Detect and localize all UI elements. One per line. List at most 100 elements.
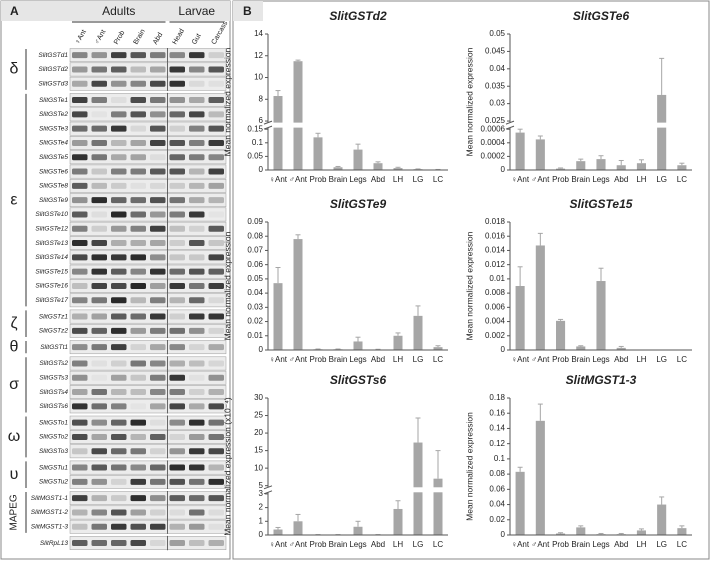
gel-band (111, 139, 127, 146)
gel-band (150, 297, 166, 304)
gel-band (91, 154, 107, 161)
x-tick-label: ♂Ant (531, 355, 550, 364)
gel-band (130, 268, 146, 275)
bar (353, 341, 363, 350)
bar (636, 163, 646, 170)
gel-band (150, 360, 166, 367)
gel-band (130, 197, 146, 204)
gel-band (111, 297, 127, 304)
x-tick-label: LG (413, 355, 424, 364)
gel-band (189, 360, 205, 367)
gel-band (208, 433, 224, 440)
gel-band (72, 125, 88, 132)
gel-band (189, 344, 205, 351)
gel-band (111, 211, 127, 218)
y-tick-label: 0.006 (485, 302, 506, 311)
gel-band (169, 495, 185, 502)
gel-band (111, 327, 127, 334)
bar (515, 471, 525, 535)
gel-band (169, 464, 185, 471)
bar (273, 96, 283, 170)
gel-band (150, 80, 166, 87)
bar (373, 163, 383, 170)
gel-band (208, 52, 224, 59)
gel-row (69, 48, 227, 63)
bar (576, 346, 586, 350)
bar (677, 165, 687, 170)
y-tick-label: 0 (501, 530, 506, 539)
y-axis-label: Mean normalized expression (222, 231, 232, 340)
gel-band (111, 52, 127, 59)
bar (313, 137, 323, 170)
panel-label: B (243, 4, 252, 18)
gel-band (111, 478, 127, 485)
y-axis-label: Mean normalized expression (464, 47, 474, 156)
gel-band (208, 80, 224, 87)
gel-band (150, 254, 166, 261)
y-tick-label: 0.14 (489, 424, 505, 433)
gel-band (130, 344, 146, 351)
gel-band (91, 111, 107, 118)
group-label: Adults (102, 4, 135, 18)
gel-band (189, 225, 205, 232)
gel-row (69, 399, 227, 414)
gel-band (208, 254, 224, 261)
x-tick-label: Abd (371, 355, 385, 364)
gene-label: SlitGSTt1 (40, 344, 68, 351)
gel-band (111, 448, 127, 455)
y-tick-label: 0 (259, 345, 264, 354)
gel-band (91, 240, 107, 247)
y-tick-label: 0.16 (489, 408, 505, 417)
x-tick-label: ♀Ant (269, 540, 288, 549)
gel-row (69, 250, 227, 265)
x-tick-label: Brain (571, 540, 590, 549)
gel-band (169, 403, 185, 410)
y-tick-label: 0.1 (252, 138, 264, 147)
gene-label: SlitGSTo1 (39, 419, 68, 426)
gel-band (130, 182, 146, 189)
gel-band (169, 478, 185, 485)
gel-band (189, 313, 205, 320)
gene-label: SlitGSTo3 (39, 448, 68, 455)
gel-band (91, 282, 107, 289)
x-tick-label: Brain (329, 175, 348, 184)
gel-row (69, 430, 227, 444)
gel-band (111, 240, 127, 247)
gel-band (169, 211, 185, 218)
gene-label: SlitMGST1-2 (31, 509, 69, 516)
x-tick-label: ♀Ant (269, 355, 288, 364)
y-tick-label: 0 (501, 165, 506, 174)
x-tick-label: ♂Ant (531, 540, 550, 549)
gel-band (169, 360, 185, 367)
chart-title: SlitGSTs6 (330, 373, 387, 387)
x-tick-label: Legs (349, 540, 366, 549)
x-tick-label: LH (636, 540, 646, 549)
gel-band (169, 125, 185, 132)
gel-band (111, 268, 127, 275)
gel-row (69, 107, 227, 122)
gel-band (91, 225, 107, 232)
x-tick-label: LH (393, 540, 403, 549)
class-symbol: ω (8, 428, 21, 445)
gel-band (91, 509, 107, 516)
x-tick-label: Legs (592, 355, 609, 364)
bar (333, 167, 343, 170)
y-tick-label: 5 (259, 481, 264, 490)
y-tick-label: 0.002 (485, 331, 506, 340)
bar (353, 526, 363, 535)
gel-band (189, 52, 205, 59)
class-symbol: ζ (10, 315, 17, 332)
class-symbol: δ (10, 61, 19, 78)
axis-break-gap (509, 122, 692, 128)
gel-band (150, 240, 166, 247)
gel-band (130, 297, 146, 304)
gel-band (169, 419, 185, 426)
panel-b-header (233, 1, 263, 21)
gel-band (189, 154, 205, 161)
gel-band (208, 240, 224, 247)
bar (353, 149, 363, 170)
gel-row (69, 309, 227, 324)
gel-band (208, 197, 224, 204)
gel-row (69, 519, 227, 534)
gel-band (130, 389, 146, 396)
